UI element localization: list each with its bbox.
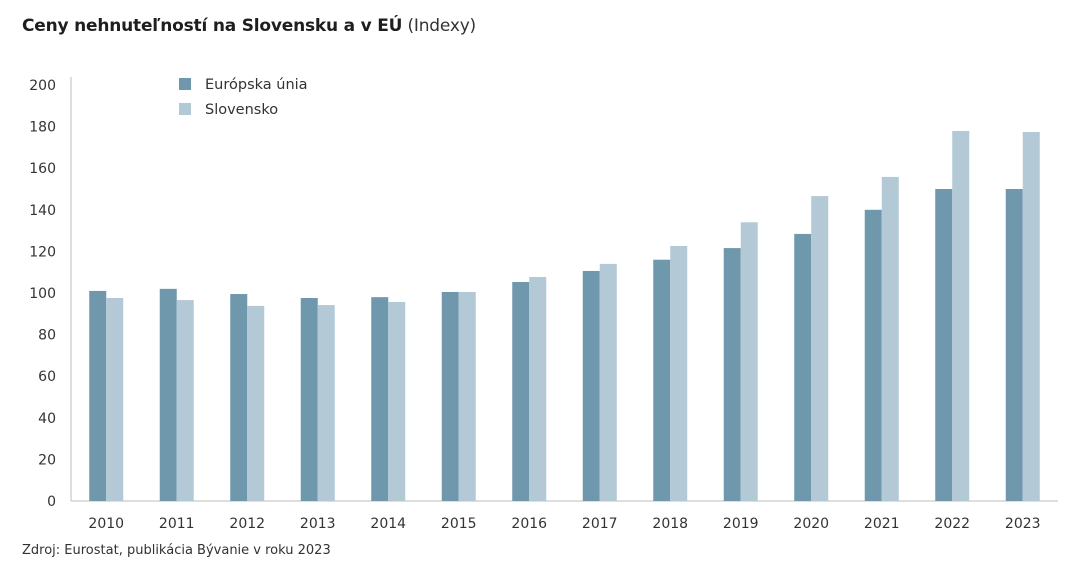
x-tick-label: 2022 (934, 516, 970, 532)
bar-eu (582, 270, 600, 501)
bar-slovakia (458, 291, 476, 501)
bar-eu (653, 259, 671, 501)
bar-slovakia (740, 222, 758, 501)
bar-slovakia (881, 176, 899, 501)
y-tick-label: 40 (38, 411, 56, 427)
y-tick-label: 200 (29, 78, 56, 94)
bar-slovakia (599, 263, 617, 501)
y-tick-label: 20 (38, 452, 56, 468)
bar-slovakia (106, 297, 124, 501)
y-tick-label: 0 (47, 494, 56, 510)
y-tick-label: 100 (29, 286, 56, 302)
bar-slovakia (388, 301, 406, 501)
chart-title-main: Ceny nehnuteľností na Slovensku a v EÚ (22, 16, 403, 36)
legend-swatch-slovakia (179, 103, 191, 115)
y-tick-label: 120 (29, 244, 56, 260)
x-tick-label: 2016 (511, 516, 547, 532)
bar-slovakia (670, 245, 688, 501)
x-tick-label: 2015 (441, 516, 477, 532)
y-tick-label: 160 (29, 161, 56, 177)
x-tick-label: 2018 (652, 516, 688, 532)
axes (70, 77, 1058, 502)
bar-eu (794, 233, 812, 502)
y-tick-labels: 0 20 40 60 80 100 120 140 160 180 200 (29, 78, 56, 510)
chart-title: Ceny nehnuteľností na Slovensku a v EÚ (… (22, 16, 476, 36)
bar-slovakia (529, 276, 547, 501)
legend-swatch-eu (179, 78, 191, 90)
legend: Európska únia Slovensko (179, 77, 308, 118)
bar-eu (441, 291, 459, 501)
x-tick-label: 2019 (723, 516, 759, 532)
bar-eu (159, 288, 177, 501)
y-tick-label: 180 (29, 120, 56, 136)
x-tick-label: 2013 (300, 516, 336, 532)
bar-slovakia (176, 300, 194, 501)
bar-slovakia (811, 196, 829, 501)
bar-slovakia (1022, 132, 1040, 501)
bar-eu (300, 297, 318, 501)
bar-eu (512, 281, 530, 501)
x-tick-label: 2020 (793, 516, 829, 532)
bar-slovakia (317, 305, 335, 501)
y-tick-label: 80 (38, 328, 56, 344)
x-tick-label: 2017 (582, 516, 618, 532)
bar-eu (935, 189, 953, 501)
source-note: Zdroj: Eurostat, publikácia Bývanie v ro… (22, 543, 331, 558)
bar-slovakia (247, 305, 265, 501)
x-tick-label: 2011 (159, 516, 195, 532)
chart-title-unit: (Indexy) (407, 16, 476, 36)
bar-eu (230, 294, 248, 501)
bar-eu (864, 209, 882, 502)
y-tick-label: 60 (38, 369, 56, 385)
bars (89, 130, 1040, 502)
legend-label-eu: Európska únia (205, 77, 308, 93)
bar-eu (89, 290, 107, 501)
x-tick-label: 2014 (370, 516, 406, 532)
x-tick-label: 2012 (229, 516, 265, 532)
bar-eu (371, 297, 389, 501)
x-tick-labels: 2010 2011 2012 2013 2014 2015 2016 2017 2018 2019… (88, 516, 1040, 532)
y-tick-label: 140 (29, 203, 56, 219)
bar-eu (1005, 189, 1023, 501)
bar-eu (723, 248, 741, 501)
bar-slovakia (952, 130, 970, 501)
legend-label-slovakia: Slovensko (205, 102, 278, 118)
x-tick-label: 2010 (88, 516, 124, 532)
x-tick-label: 2023 (1005, 516, 1041, 532)
x-tick-label: 2021 (864, 516, 900, 532)
